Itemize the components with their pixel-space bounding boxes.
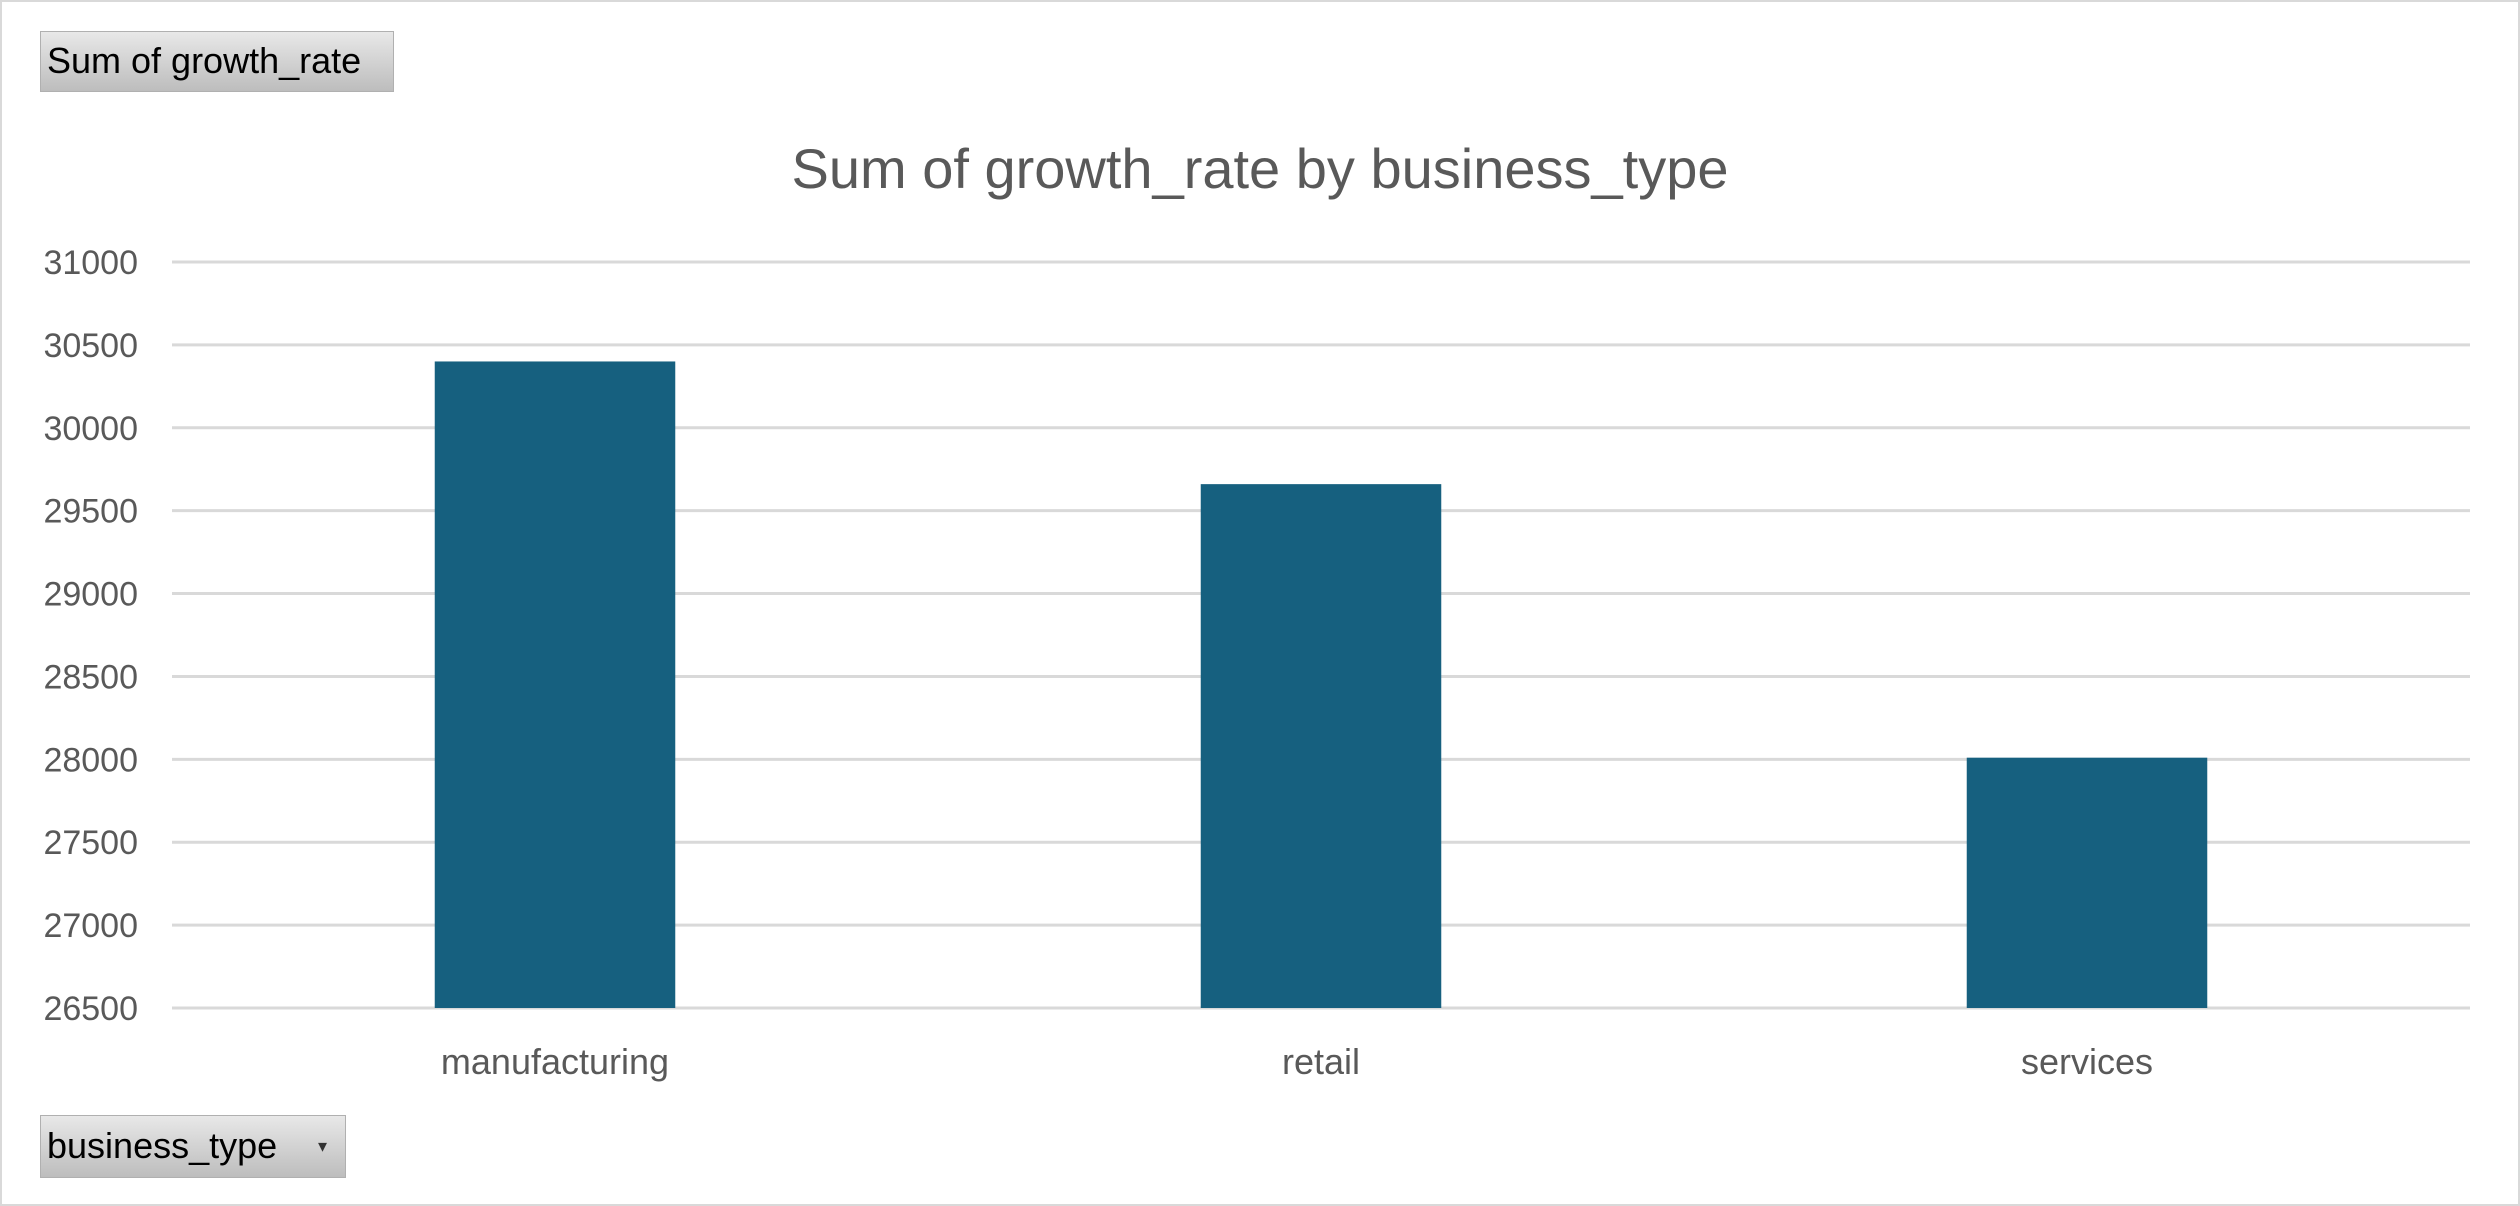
y-axis-tick-labels: 26500 27000 27500 28000 28500 29000 29500 30000… (43, 244, 138, 1028)
y-tick-label: 28500 (43, 658, 138, 696)
bar-services[interactable] (1966, 757, 2208, 1008)
x-category-label: services (2021, 1041, 2153, 1082)
value-field-button[interactable]: Sum of growth_rate (40, 31, 394, 92)
y-tick-label: 27000 (43, 907, 138, 945)
y-tick-label: 30500 (43, 327, 138, 365)
axis-field-button[interactable]: business_type ▾ (40, 1115, 346, 1178)
bar-manufacturing[interactable] (434, 361, 676, 1008)
y-tick-label: 26500 (43, 990, 138, 1028)
value-field-label: Sum of growth_rate (47, 40, 362, 81)
y-tick-label: 31000 (43, 244, 138, 282)
bar-retail[interactable] (1200, 484, 1442, 1008)
y-tick-label: 29500 (43, 493, 138, 531)
chevron-down-icon[interactable]: ▾ (317, 1136, 327, 1156)
y-tick-label: 29000 (43, 576, 138, 614)
x-category-label: manufacturing (441, 1041, 669, 1082)
bars (434, 361, 2208, 1008)
axis-field-label: business_type (47, 1125, 278, 1166)
y-tick-label: 28000 (43, 741, 138, 779)
x-category-label: retail (1282, 1041, 1360, 1082)
x-axis-category-labels: manufacturing retail services (441, 1041, 2153, 1082)
y-tick-label: 27500 (43, 824, 138, 862)
chart-title: Sum of growth_rate by business_type (792, 137, 1729, 200)
y-tick-label: 30000 (43, 410, 138, 448)
